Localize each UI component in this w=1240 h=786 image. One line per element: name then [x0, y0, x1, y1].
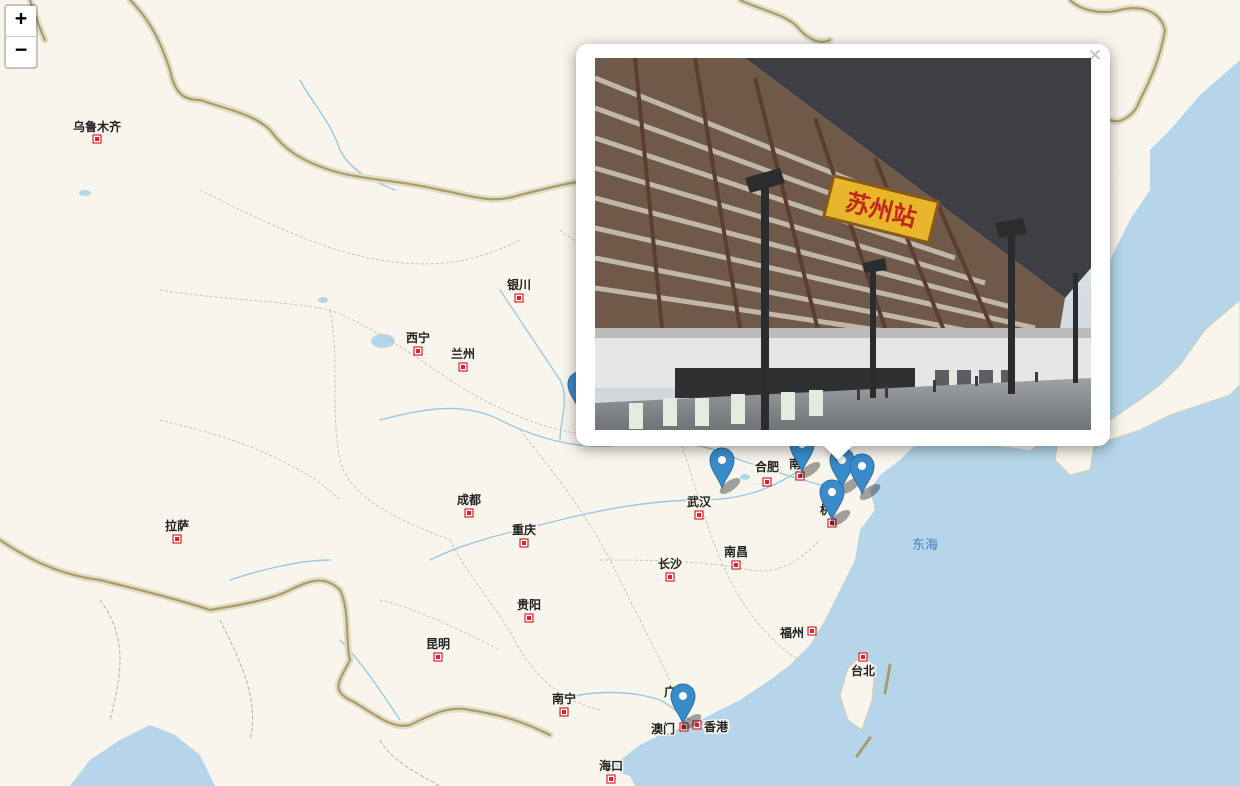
taiwan-island [839, 654, 876, 731]
national-borders [0, 0, 1169, 758]
sea-area [590, 60, 1240, 786]
photo-popup: × [576, 44, 1110, 461]
city-label: 香港 [703, 719, 729, 734]
city-16: 昆明 [424, 636, 452, 662]
marker-shanghai[interactable] [849, 453, 883, 503]
city-label: 兰州 [451, 346, 475, 361]
city-1: 银川 [505, 276, 533, 303]
city-label: 台北 [851, 663, 875, 678]
city-13: 贵阳 [515, 596, 543, 623]
city-label: 海口 [599, 758, 623, 773]
marker-pin [819, 479, 845, 522]
city-7: 武汉 [685, 493, 713, 520]
city-12: 南昌 [722, 543, 750, 570]
city-17: 南宁 [550, 690, 578, 717]
marker-hangzhou[interactable] [819, 479, 853, 529]
city-15: 台北 [849, 652, 877, 680]
city-label: 西宁 [406, 330, 430, 345]
city-19: 澳门 [649, 720, 689, 738]
zoom-out-button[interactable]: − [6, 36, 36, 67]
city-label: 澳门 [651, 721, 675, 736]
city-3: 兰州 [449, 345, 477, 372]
city-label: 合肥 [755, 459, 779, 474]
lakes [79, 190, 750, 480]
popup-close-button[interactable]: × [1087, 45, 1103, 65]
sea-label: 东海 [912, 538, 938, 553]
city-label: 长沙 [658, 556, 682, 571]
city-14: 福州 [777, 624, 817, 642]
marker-pin [709, 447, 735, 490]
city-2: 西宁 [404, 329, 432, 356]
city-21: 海口 [597, 757, 625, 784]
marker-wuhan-north[interactable] [709, 447, 743, 497]
marker-layer [567, 371, 883, 733]
city-label: 重庆 [512, 522, 536, 537]
station-sign: 苏州站 [821, 174, 941, 245]
city-label: 乌鲁木齐 [73, 119, 122, 134]
city-label: 贵阳 [517, 597, 541, 612]
bay-of-bengal [70, 725, 215, 786]
zoom-control: + − [4, 4, 38, 69]
city-label: 银川 [507, 277, 531, 292]
foreign-borders [99, 599, 441, 786]
zoom-in-button[interactable]: + [14, 6, 28, 30]
marker-guangzhou[interactable] [670, 683, 704, 733]
city-5: 成都 [455, 491, 483, 518]
station-photo: 苏州站 [595, 58, 1091, 430]
city-label: 福州 [779, 625, 804, 640]
marker-pin [849, 453, 875, 496]
marker-pin [670, 683, 696, 726]
city-11: 长沙 [656, 555, 684, 582]
popup-photo[interactable]: 苏州站 [595, 58, 1091, 430]
city-label: 武汉 [687, 494, 712, 509]
city-20: 香港 [692, 718, 730, 736]
city-0: 乌鲁木齐 [71, 118, 123, 144]
city-label: 成都 [457, 492, 481, 507]
city-6: 重庆 [510, 521, 538, 548]
city-label: 拉萨 [165, 518, 189, 533]
city-label: 南昌 [724, 544, 748, 559]
city-8: 合肥 [753, 458, 781, 487]
city-label: 南宁 [552, 691, 576, 706]
hainan-island [570, 768, 635, 786]
city-label: 昆明 [426, 637, 450, 651]
city-4: 拉萨 [163, 517, 191, 544]
